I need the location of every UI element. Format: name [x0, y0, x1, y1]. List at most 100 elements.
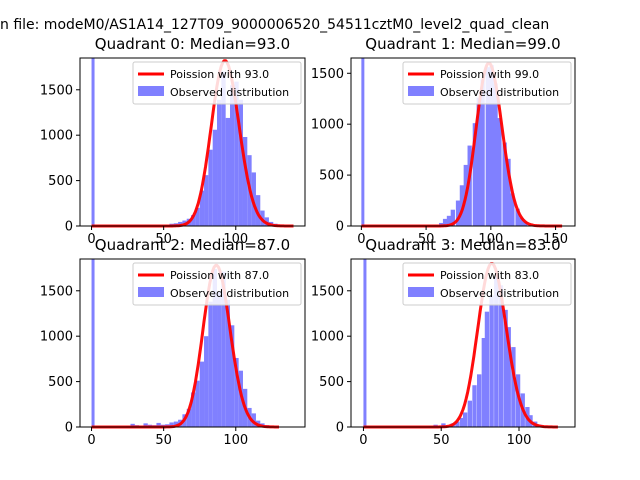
histogram-bar [169, 422, 174, 427]
subplot-title: Quadrant 1: Median=99.0 [365, 35, 560, 53]
histogram-bar [472, 123, 477, 226]
histogram-bar [480, 79, 485, 226]
histogram-bar [446, 215, 452, 226]
legend-label-observed: Observed distribution [440, 287, 559, 300]
x-tick-label: 150 [543, 232, 568, 247]
x-tick-label: 0 [357, 232, 365, 247]
histogram-bar [234, 81, 239, 226]
x-tick-label: 100 [223, 433, 248, 448]
x-tick-label: 100 [223, 232, 248, 247]
histogram-bar [186, 408, 192, 427]
subplot-title: Quadrant 0: Median=93.0 [95, 35, 290, 53]
histogram-bar [510, 193, 515, 226]
histogram-bar [234, 357, 239, 427]
legend-box [132, 61, 302, 105]
histogram-bar [130, 423, 135, 427]
y-tick-label: 0 [65, 421, 73, 436]
y-tick-label: 1000 [40, 129, 73, 144]
histogram-bar [204, 175, 209, 226]
histogram-bar [459, 185, 465, 226]
histogram-bar [204, 336, 209, 427]
histogram-bar [450, 209, 455, 226]
histogram-bar [217, 99, 222, 226]
histogram-bar [217, 291, 222, 427]
histogram-bar [361, 58, 365, 226]
histogram-bar [221, 271, 226, 427]
histogram-bar [91, 58, 95, 226]
histogram-bar [442, 218, 448, 226]
histogram-bar [477, 374, 482, 427]
legend-label-observed: Observed distribution [170, 287, 289, 300]
histogram-bar [225, 299, 230, 427]
histogram-bar [489, 65, 494, 226]
histogram-bar [494, 276, 499, 427]
plot-frame [350, 57, 576, 227]
y-tick-label: 1000 [40, 330, 73, 345]
plot-frame [79, 258, 306, 428]
y-tick-label: 500 [48, 375, 73, 390]
histogram-bar [523, 221, 528, 226]
histogram-bar [156, 422, 161, 427]
histogram-bar [476, 97, 481, 226]
histogram-bar [143, 423, 148, 427]
y-tick-label: 1000 [311, 118, 344, 133]
histogram-bar [493, 83, 498, 226]
histogram-bar [515, 208, 520, 226]
x-tick-label: 0 [87, 433, 95, 448]
histogram-bar [467, 400, 473, 427]
histogram-bar [195, 207, 200, 226]
x-tick-label: 0 [87, 232, 95, 247]
histogram-bar [455, 200, 461, 226]
legend-hist-swatch [138, 86, 164, 96]
histogram-bar [251, 413, 256, 427]
x-tick-label: 100 [507, 433, 532, 448]
y-tick-label: 0 [336, 220, 344, 235]
y-tick-label: 1500 [311, 284, 344, 299]
y-tick-label: 500 [48, 174, 73, 189]
histogram-bar [515, 374, 521, 427]
y-tick-label: 1500 [40, 83, 73, 98]
histogram-bar [363, 259, 367, 427]
histogram-bar [199, 361, 205, 427]
histogram-bar [485, 67, 490, 226]
histogram-bar [459, 417, 465, 427]
histogram-bar [503, 309, 508, 427]
y-tick-label: 1500 [311, 67, 344, 82]
y-tick-label: 0 [65, 220, 73, 235]
legend-box [402, 61, 572, 105]
x-tick-label: 50 [155, 433, 172, 448]
histogram-bar [221, 71, 226, 227]
subplot-title: Quadrant 2: Median=87.0 [95, 236, 290, 254]
histogram-bar [489, 295, 494, 427]
plot-frame [350, 258, 576, 428]
histogram-bar [441, 423, 446, 427]
histogram-bar [230, 325, 235, 427]
x-tick-label: 100 [478, 232, 503, 247]
histogram-bar [91, 259, 95, 427]
histogram-bar [191, 392, 196, 427]
histogram-bar [481, 338, 487, 427]
histogram-bar [238, 99, 243, 226]
histogram-bar [178, 221, 183, 226]
legend-label-observed: Observed distribution [440, 86, 559, 99]
subplot-title: Quadrant 3: Median=83.0 [365, 236, 560, 254]
histogram-bar [463, 412, 468, 427]
histogram-bar [519, 217, 524, 226]
y-tick-label: 500 [319, 375, 344, 390]
histogram-bar [191, 215, 196, 226]
y-tick-label: 1500 [40, 284, 73, 299]
y-tick-label: 0 [336, 421, 344, 436]
histogram-bar [455, 421, 460, 427]
legend-hist-swatch [408, 86, 434, 96]
histogram-bar [195, 380, 200, 427]
legend-box [402, 262, 572, 306]
legend-label-poisson: Poission with 87.0 [170, 269, 269, 282]
histogram-bar [467, 145, 472, 226]
histogram-bar [212, 268, 218, 427]
histogram-bar [230, 85, 235, 226]
